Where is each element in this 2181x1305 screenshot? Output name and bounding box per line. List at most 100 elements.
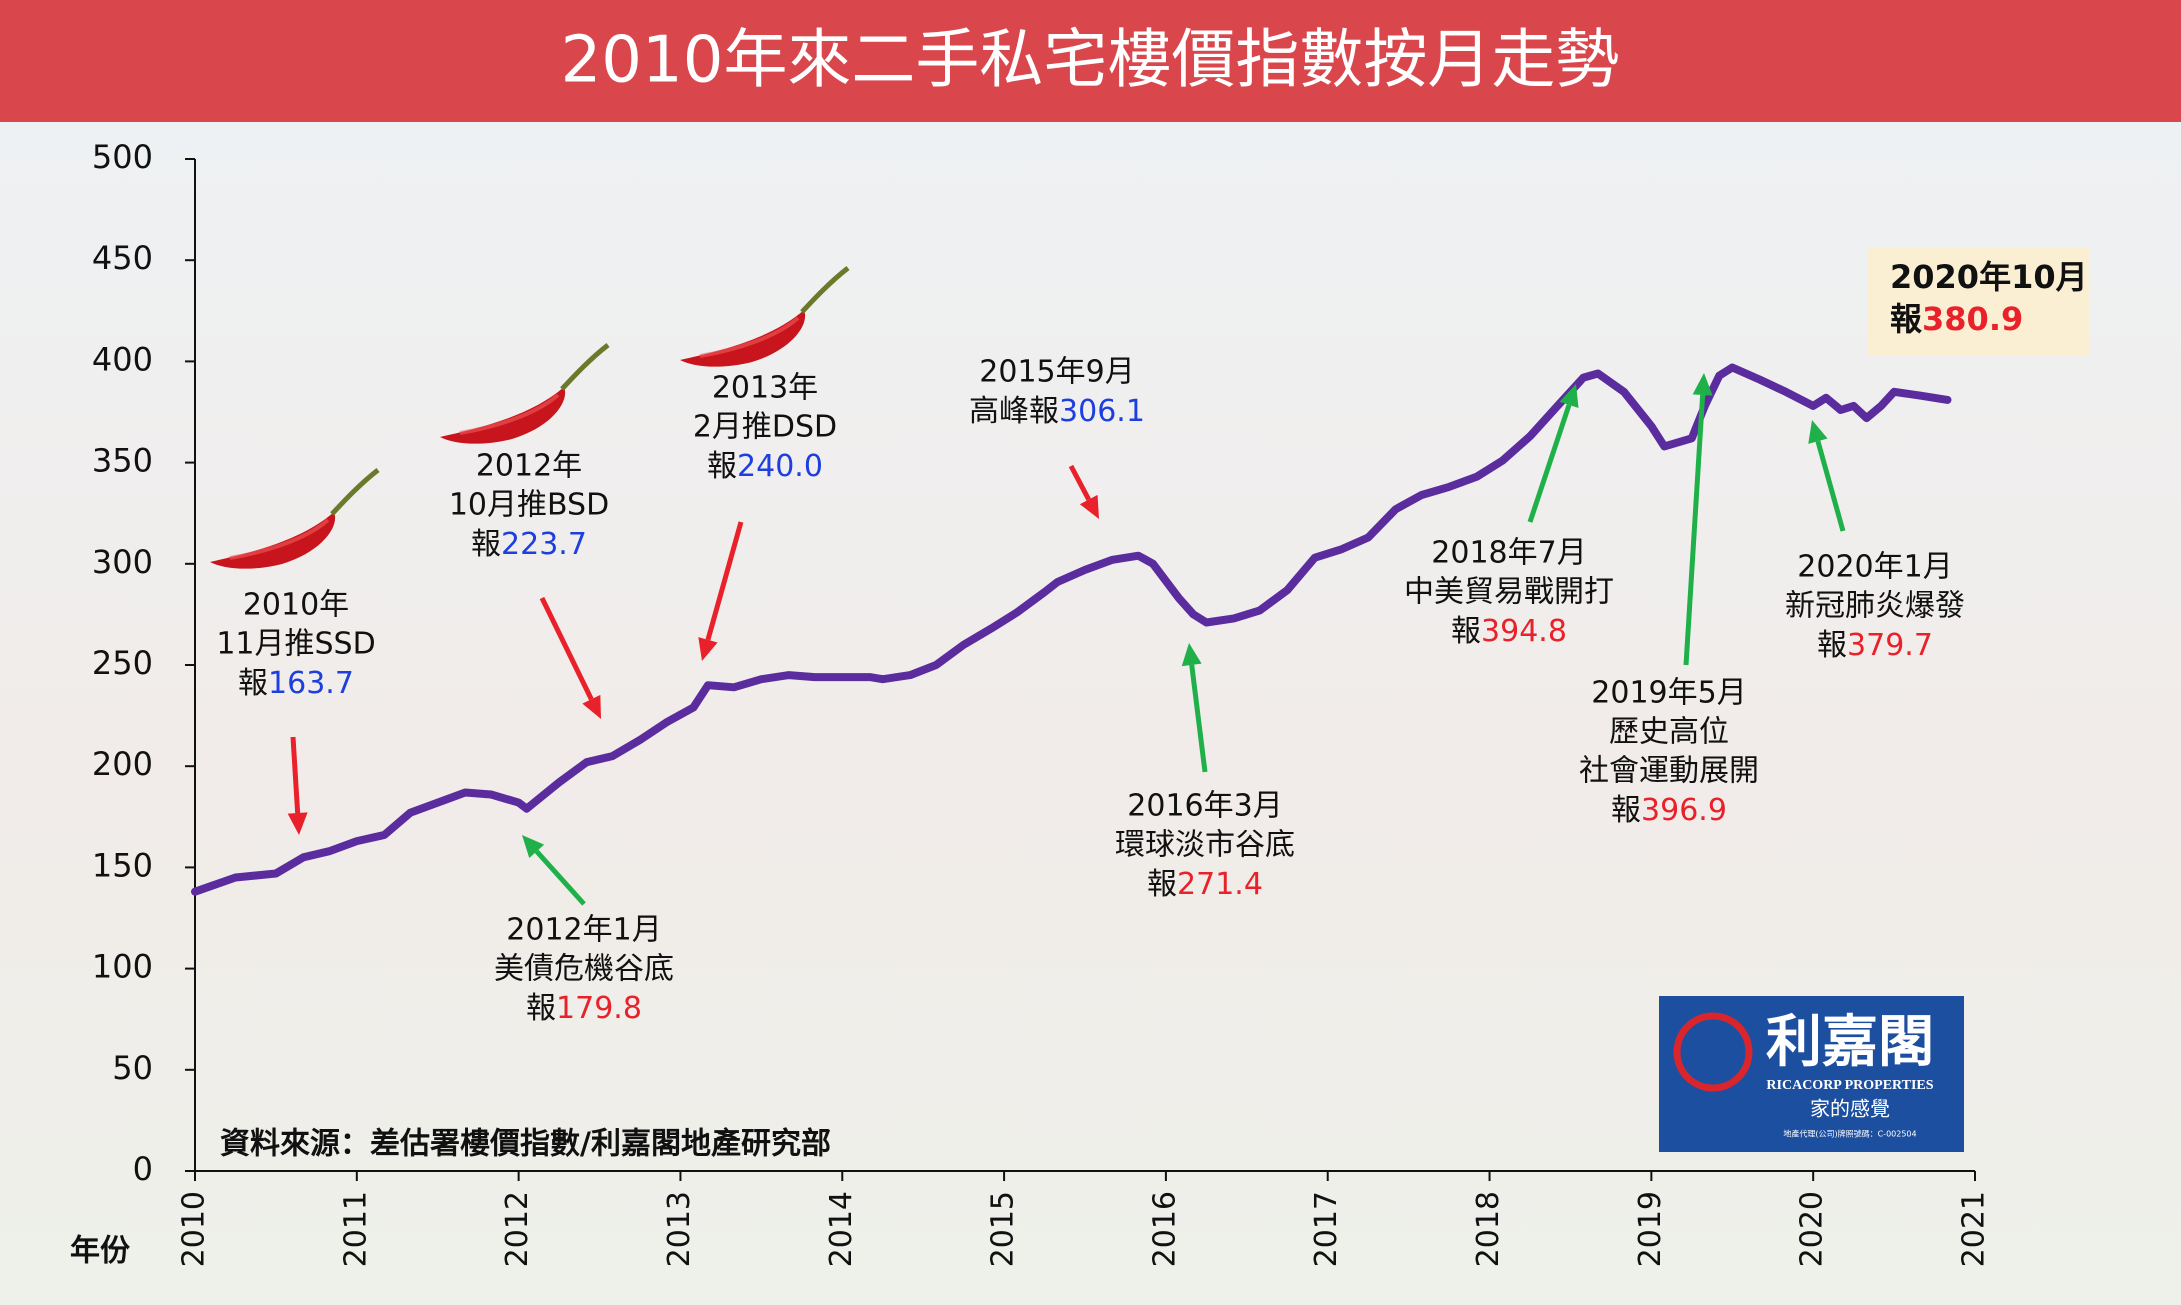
- x-tick-label: 2010: [177, 1191, 212, 1267]
- logo-license: 地產代理(公司)牌照號碼：C-002504: [1783, 1129, 1916, 1139]
- annotation-value-line: 報163.7: [238, 666, 354, 701]
- annotation-line: 2020年1月: [1797, 550, 1952, 585]
- x-tick-label: 2018: [1471, 1191, 1506, 1267]
- annotation-line: 2016年3月: [1127, 789, 1282, 824]
- data-line: [191, 363, 1952, 896]
- annotation-value: 306.1: [1059, 394, 1145, 429]
- annotation-value: 394.8: [1481, 614, 1567, 649]
- y-tick-label: 300: [92, 543, 153, 581]
- x-tick-label: 2020: [1795, 1191, 1830, 1267]
- annotation-value-line: 報379.7: [1817, 628, 1933, 663]
- x-tick-label: 2021: [1957, 1191, 1992, 1267]
- annotation-line: 2015年9月: [979, 355, 1134, 390]
- annotation-value-line: 報394.8: [1451, 614, 1567, 649]
- arrow-head: [582, 694, 601, 719]
- annotation-line: 2012年1月: [506, 913, 661, 948]
- arrow-head: [698, 637, 718, 661]
- logo-slogan: 家的感覺: [1810, 1097, 1890, 1121]
- x-tick-label: 2017: [1309, 1191, 1344, 1267]
- y-tick-label: 150: [92, 846, 153, 884]
- annotation-line: 2018年7月: [1431, 536, 1586, 571]
- annotation-value-line: 報223.7: [471, 527, 587, 562]
- annotation-prefix: 報: [471, 527, 501, 562]
- chart-title: 2010年來二手私宅樓價指數按月走勢: [561, 24, 1620, 98]
- y-tick-label: 200: [92, 745, 153, 783]
- annotation-arrow: [1068, 464, 1091, 501]
- y-tick-label: 50: [112, 1049, 153, 1087]
- annotation-prefix: 報: [238, 666, 268, 701]
- annotation-prefix: 報: [1147, 867, 1177, 902]
- annotation-value-line: 高峰報306.1: [969, 394, 1145, 429]
- logo-mark: [1673, 1012, 1753, 1092]
- annotation-line: 2010年: [243, 588, 349, 623]
- annotation-line: 中美貿易戰開打: [1404, 575, 1614, 610]
- annotation-arrow: [1189, 664, 1208, 773]
- annotation-arrow: [1683, 394, 1706, 666]
- annotation-value: 396.9: [1641, 793, 1727, 828]
- logo: 利嘉閣 RICACORP PROPERTIES 家的感覺 地產代理(公司)牌照號…: [1659, 996, 1964, 1152]
- annotation-value: 223.7: [501, 527, 587, 562]
- x-tick-label: 2019: [1633, 1191, 1668, 1267]
- annotation-line: 美債危機谷底: [494, 952, 674, 987]
- annotation-prefix: 報: [1890, 300, 1922, 338]
- arrow-head: [287, 812, 308, 835]
- annotation-value: 380.9: [1922, 300, 2023, 338]
- arrow-head: [1181, 643, 1202, 667]
- annotation-prefix: 報: [1451, 614, 1481, 649]
- y-tick-label: 350: [92, 442, 153, 480]
- annotation-value: 271.4: [1177, 867, 1263, 902]
- annotation-value-line: 報240.0: [707, 449, 823, 484]
- annotation-arrow: [1815, 440, 1846, 532]
- annotation-line: 2013年: [712, 371, 818, 406]
- annotation-value: 240.0: [737, 449, 823, 484]
- x-axis-label: 年份: [70, 1234, 130, 1269]
- y-tick-label: 100: [92, 948, 153, 986]
- annotation-arrow: [539, 596, 594, 701]
- y-tick-label: 450: [92, 239, 153, 277]
- annotation-prefix: 高峰報: [969, 394, 1059, 429]
- annotation-value-line: 報179.8: [526, 991, 642, 1026]
- logo-box: [1659, 996, 1964, 1152]
- annotation-value: 163.7: [268, 666, 354, 701]
- annotation-line: 歷史高位: [1609, 715, 1729, 750]
- y-tick-label: 400: [92, 340, 153, 378]
- x-tick-label: 2014: [824, 1191, 859, 1267]
- y-tick-label: 250: [92, 644, 153, 682]
- annotation-line: 環球淡市谷底: [1115, 828, 1295, 863]
- annotation-line: 2020年10月: [1890, 258, 2088, 296]
- annotation-value-line: 報380.9: [1890, 300, 2023, 338]
- annotation-line: 社會運動展開: [1579, 754, 1759, 789]
- callout-box: [1867, 248, 2089, 355]
- title-bar: [0, 0, 2181, 122]
- annotation-value-line: 報271.4: [1147, 867, 1263, 902]
- annotation-line: 新冠肺炎爆發: [1785, 589, 1965, 624]
- y-tick-label: 0: [133, 1150, 153, 1188]
- annotation-prefix: 報: [1611, 793, 1641, 828]
- annotation-prefix: 報: [526, 991, 556, 1026]
- annotation-value-line: 報396.9: [1611, 793, 1727, 828]
- annotation-prefix: 報: [707, 449, 737, 484]
- annotation-line: 2月推DSD: [693, 410, 837, 445]
- annotation-line: 11月推SSD: [216, 627, 375, 662]
- x-tick-label: 2016: [1147, 1191, 1182, 1267]
- annotation-line: 2012年: [476, 449, 582, 484]
- x-tick-label: 2015: [986, 1191, 1021, 1267]
- logo-english: RICACORP PROPERTIES: [1766, 1078, 1933, 1093]
- arrow-head: [1079, 494, 1099, 519]
- arrow-head: [1692, 373, 1713, 396]
- arrow-head: [1559, 384, 1579, 409]
- annotation-arrow: [1527, 404, 1572, 523]
- annotation-value: 379.7: [1847, 628, 1933, 663]
- annotation-arrow: [705, 521, 744, 641]
- annotation-line: 2019年5月: [1591, 676, 1746, 711]
- x-tick-label: 2012: [500, 1191, 535, 1267]
- x-tick-label: 2013: [662, 1191, 697, 1267]
- logo-name: 利嘉閣: [1766, 1010, 1934, 1075]
- source-note: 資料來源：差估署樓價指數/利嘉閣地產研究部: [220, 1127, 831, 1162]
- arrow-head: [1808, 420, 1828, 444]
- arrow-head: [522, 835, 545, 859]
- annotation-arrow: [290, 736, 301, 814]
- annotation-value: 179.8: [556, 991, 642, 1026]
- y-tick-label: 500: [92, 138, 153, 176]
